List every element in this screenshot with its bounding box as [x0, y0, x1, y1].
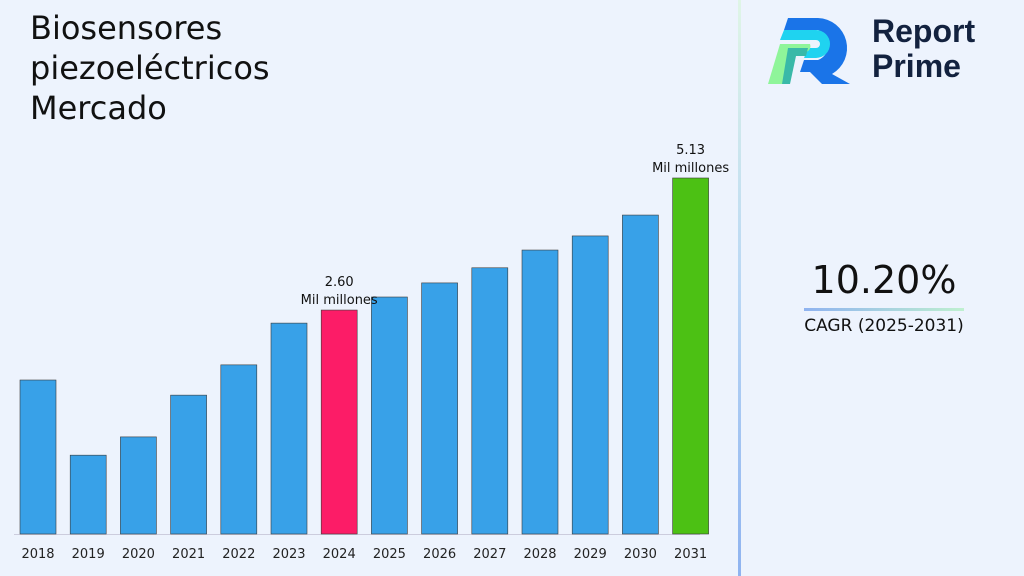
cagr-value: 10.20%: [811, 258, 957, 302]
brand-line-2: Prime: [872, 48, 961, 84]
data-label-unit: Mil millones: [301, 293, 378, 308]
bar-2031: [672, 177, 709, 535]
x-tick-label: 2018: [21, 547, 54, 562]
bar-2026: [421, 282, 458, 535]
bar-2020: [120, 436, 157, 535]
x-tick-label: 2021: [172, 547, 205, 562]
data-label-unit: Mil millones: [652, 161, 729, 176]
x-tick-label: 2020: [122, 547, 155, 562]
bar-2021: [170, 394, 207, 535]
cagr-underline: [804, 308, 964, 311]
data-label-value: 5.13: [676, 143, 705, 158]
chart-title: Biosensores piezoeléctricos Mercado: [30, 9, 270, 127]
bar-chart: 2018 2019 2020 2021 2022 2023 2024 2025 2026 2027…: [14, 143, 729, 562]
report-prime-logo-icon: [768, 18, 850, 84]
bar-2029: [571, 235, 609, 535]
x-tick-label: 2030: [624, 547, 657, 562]
bar-2027: [471, 267, 509, 535]
bar-2019: [69, 454, 107, 535]
x-tick-label: 2026: [423, 547, 456, 562]
x-tick-label: 2025: [373, 547, 406, 562]
x-tick-label: 2028: [523, 547, 556, 562]
bar-2022: [220, 364, 258, 535]
x-tick-label: 2031: [674, 547, 707, 562]
x-tick-label: 2022: [222, 547, 255, 562]
brand-name: Report Prime: [872, 14, 975, 84]
bar-2024: [320, 309, 358, 535]
bar-2023: [270, 322, 308, 535]
x-tick-label: 2019: [72, 547, 105, 562]
bar-2028: [521, 249, 559, 535]
x-tick-label: 2024: [323, 547, 356, 562]
bar-2018: [19, 379, 57, 535]
divider: [738, 0, 741, 576]
bar-2030: [622, 214, 659, 535]
bar-2025: [371, 296, 408, 535]
x-tick-label: 2029: [574, 547, 607, 562]
brand-line-1: Report: [872, 13, 976, 49]
x-tick-label: 2027: [473, 547, 506, 562]
cagr-label: CAGR (2025-2031): [804, 316, 964, 336]
data-label-value: 2.60: [325, 275, 354, 290]
x-tick-label: 2023: [272, 547, 305, 562]
